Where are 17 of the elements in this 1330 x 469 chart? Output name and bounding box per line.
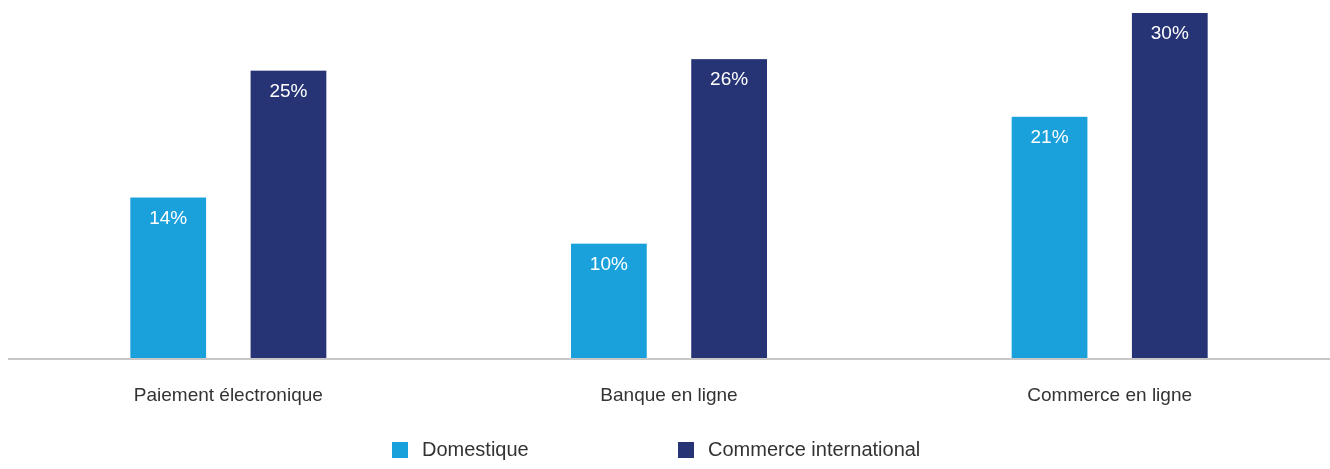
- bar: [1011, 116, 1088, 359]
- x-tick-label: Banque en ligne: [600, 384, 738, 405]
- legend-label: Domestique: [422, 438, 529, 460]
- legend-label: Commerce international: [708, 438, 921, 460]
- data-label: 10%: [589, 252, 628, 274]
- bar: [691, 59, 767, 359]
- bar: [130, 197, 207, 359]
- data-label: 30%: [1150, 22, 1189, 43]
- data-label: 14%: [149, 206, 188, 228]
- data-label: 26%: [710, 68, 749, 90]
- x-tick-label: Paiement électronique: [133, 384, 323, 405]
- bar: [571, 243, 647, 359]
- bar: [250, 70, 327, 359]
- data-label: 25%: [269, 79, 308, 101]
- data-label: 21%: [1030, 125, 1069, 147]
- bar: [1131, 13, 1208, 359]
- x-tick-label: Commerce en ligne: [1027, 384, 1193, 405]
